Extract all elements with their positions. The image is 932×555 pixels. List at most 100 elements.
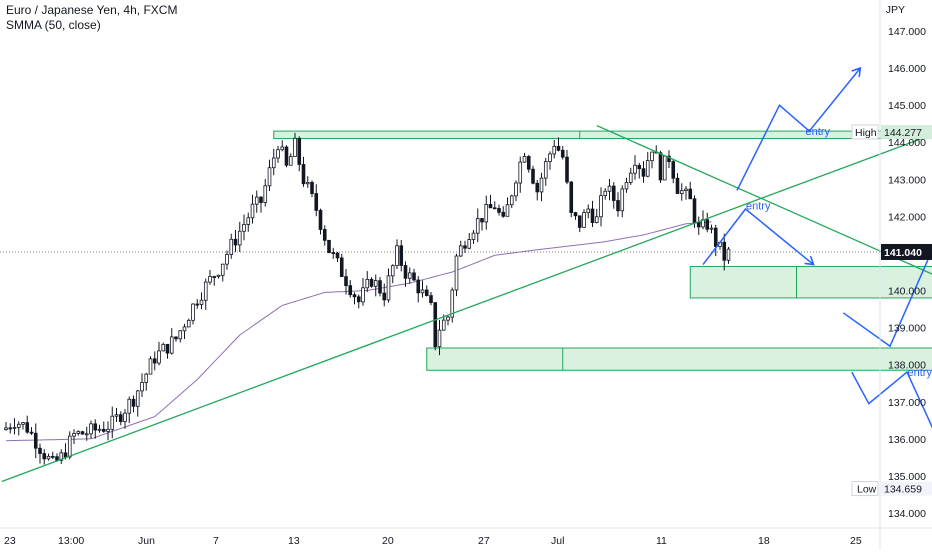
candle-bearish (55, 456, 59, 461)
deep-drop-scenario-path[interactable] (851, 370, 932, 446)
candle-bullish (67, 435, 72, 458)
candle-bearish (611, 185, 616, 201)
candle-bullish (467, 239, 472, 249)
candle-bullish (726, 248, 731, 261)
candle-bullish (186, 319, 191, 328)
candle-bullish (16, 423, 21, 428)
low-label: Low (857, 484, 877, 496)
candle-bullish (12, 426, 17, 429)
y-tick-label: 146.000 (888, 63, 926, 75)
candle-bearish (195, 303, 200, 306)
candle-bearish (688, 188, 693, 200)
y-tick-label: 140.000 (888, 286, 926, 298)
candle-bullish (140, 382, 144, 392)
x-tick-label: 13 (288, 535, 300, 547)
low-label-box (851, 481, 879, 497)
candle-bearish (565, 156, 569, 183)
candle-bearish (335, 252, 340, 259)
candle-bullish (539, 177, 544, 193)
candle-bearish (535, 182, 540, 193)
candle-bearish (93, 423, 98, 431)
candle-bullish (229, 238, 234, 255)
candle-bullish (305, 181, 310, 185)
candle-bullish (237, 230, 242, 246)
y-tick-label: 147.000 (888, 26, 926, 38)
candle-bearish (152, 358, 157, 364)
candle-bearish (284, 146, 289, 166)
y-tick-label: 137.000 (888, 397, 926, 409)
candle-bearish (348, 285, 353, 296)
candle-bearish (118, 414, 123, 422)
bearish-scenario-path[interactable] (702, 207, 814, 265)
candle-bearish (416, 279, 421, 294)
candle-bullish (288, 156, 293, 166)
candle-bearish (369, 278, 374, 287)
candle-bullish (684, 188, 688, 192)
candle-bullish (437, 329, 442, 348)
candle-bearish (641, 168, 646, 177)
current-price-value: 141.040 (884, 247, 922, 259)
bullish-scenario-path[interactable] (736, 68, 860, 191)
candle-bullish (169, 336, 174, 354)
candle-bullish (293, 137, 297, 157)
candle-bearish (556, 145, 561, 151)
indicator-label[interactable]: SMMA (50, close) (6, 18, 101, 32)
y-tick-label: 144.000 (888, 137, 926, 149)
candle-bullish (603, 190, 608, 197)
candle-bearish (327, 239, 331, 253)
candle-bullish (420, 289, 425, 294)
falling-trendline[interactable] (596, 124, 932, 374)
candle-bearish (318, 209, 323, 230)
candle-bearish (671, 161, 676, 179)
candle-bullish (106, 428, 110, 432)
y-tick-label: 138.000 (888, 360, 926, 372)
symbol-title[interactable]: Euro / Japanese Yen, 4h, FXCM (6, 3, 178, 17)
candle-bearish (310, 181, 314, 194)
candle-bullish (390, 265, 395, 277)
candle-bearish (412, 272, 416, 281)
entry-label: entry (746, 201, 771, 213)
candle-bullish (216, 274, 221, 277)
candle-bullish (484, 204, 489, 223)
candle-bearish (25, 422, 30, 433)
candle-bullish (127, 398, 132, 414)
high-price-value: 144.277 (884, 127, 922, 139)
reversal-scenario-path[interactable] (842, 150, 932, 348)
upper-demand-zone[interactable] (689, 265, 932, 299)
candle-bearish (42, 453, 47, 460)
candle-bearish (356, 296, 361, 303)
candle-bearish (259, 196, 263, 203)
candle-bearish (424, 289, 429, 296)
candle-bullish (552, 145, 557, 155)
candle-bearish (658, 152, 663, 181)
candle-bullish (123, 412, 127, 422)
candle-bearish (480, 218, 484, 223)
candle-bearish (667, 155, 671, 163)
candle-bullish (161, 343, 166, 352)
candle-bullish (471, 232, 476, 240)
candle-bullish (267, 167, 272, 187)
rising-trendline[interactable] (1, 46, 932, 483)
candle-bearish (344, 276, 348, 287)
resistance-zone[interactable] (273, 130, 932, 140)
trendlines-layer (1, 46, 932, 483)
candle-bearish (403, 265, 408, 279)
y-tick-label: 143.000 (888, 174, 926, 186)
x-tick-label: Jun (138, 535, 155, 547)
candle-bearish (131, 398, 136, 407)
candle-bullish (509, 195, 514, 206)
candle-bearish (212, 276, 217, 278)
y-tick-label: 142.000 (888, 211, 926, 223)
candle-bullish (373, 280, 378, 287)
candle-bullish (650, 151, 654, 162)
low-price-value: 134.659 (884, 484, 922, 496)
candle-bearish (331, 252, 336, 254)
candle-bearish (675, 177, 680, 194)
candle-bullish (607, 185, 612, 192)
candle-bullish (46, 455, 51, 460)
candle-bullish (505, 204, 510, 217)
candle-bullish (458, 245, 463, 257)
lower-demand-zone[interactable] (426, 347, 932, 371)
